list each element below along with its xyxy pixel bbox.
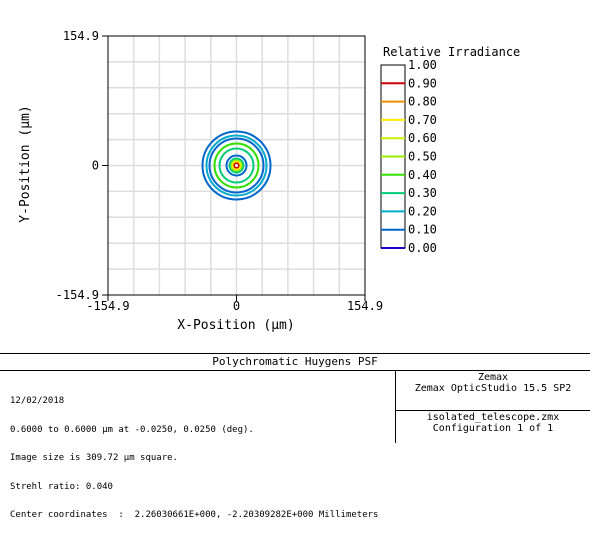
psf-contour: [208, 137, 265, 194]
plot-grid: [108, 36, 365, 295]
x-tick-label: 154.9: [347, 299, 383, 313]
y-tick-label: -154.9: [56, 288, 99, 302]
legend-label: 1.00: [408, 58, 437, 72]
psf-contour: [233, 162, 240, 169]
psf-contour: [205, 134, 268, 197]
info-panel: Polychromatic Huygens PSF 12/02/2018 0.6…: [0, 353, 590, 520]
legend-label: 0.80: [408, 95, 437, 109]
legend-label: 0.40: [408, 168, 437, 182]
x-tick-label: 0: [233, 299, 240, 313]
legend-label: 0.60: [408, 131, 437, 145]
info-title: Polychromatic Huygens PSF: [0, 354, 590, 371]
psf-contour: [201, 130, 272, 201]
legend-title: Relative Irradiance: [383, 45, 520, 59]
legend-label: 0.90: [408, 76, 437, 90]
legend-label: 0.00: [408, 241, 437, 255]
info-strehl: Strehl ratio: 0.040: [10, 481, 113, 492]
y-axis-label: Y-Position (µm): [18, 105, 33, 222]
info-company: Zemax: [477, 372, 509, 383]
info-file-block: isolated_telescope.zmx Configuration 1 o…: [396, 412, 590, 434]
info-image-size: Image size is 309.72 µm square.: [10, 453, 178, 463]
psf-peak: [235, 164, 238, 167]
legend: 1.00 0.90 0.80 0.70 0.60 0.50 0.40 0.30 0.20 0.10…: [380, 58, 437, 255]
x-tick-label: -154.9: [86, 299, 129, 313]
psf-contour: [230, 159, 243, 172]
info-product-block: Zemax Zemax OpticStudio 15.5 SP2: [396, 372, 590, 394]
legend-label: 0.70: [408, 113, 437, 127]
info-file: isolated_telescope.zmx: [426, 412, 560, 423]
info-product: Zemax OpticStudio 15.5 SP2: [414, 383, 572, 394]
info-horizontal-divider: [395, 410, 590, 411]
psf-contour: [228, 157, 245, 174]
info-config: Configuration 1 of 1: [432, 423, 554, 434]
x-axis-label: X-Position (µm): [177, 318, 294, 333]
y-tick-label: 154.9: [63, 29, 99, 43]
info-lines: 12/02/2018 0.6000 to 0.6000 µm at -0.025…: [10, 378, 378, 540]
psf-contours: [201, 130, 272, 201]
legend-label: 0.20: [408, 204, 437, 218]
psf-contour: [213, 142, 260, 189]
legend-label: 0.10: [408, 223, 437, 237]
axis-ticks: -154.9 0 154.9 154.9 0 -154.9: [56, 29, 383, 313]
psf-contour: [225, 154, 248, 177]
info-date: 12/02/2018: [10, 396, 65, 406]
info-wavelength: 0.6000 to 0.6000 µm at -0.0250, 0.0250 (…: [10, 424, 254, 435]
info-vertical-divider: [395, 371, 396, 443]
psf-contour: [218, 147, 255, 184]
legend-label: 0.30: [408, 186, 437, 200]
psf-chart: -154.9 0 154.9 154.9 0 -154.9 X-Position (µm)…: [18, 29, 520, 333]
y-tick-label: 0: [92, 159, 99, 173]
legend-label: 0.50: [408, 150, 437, 164]
info-center-coordinates: Center coordinates : 2.26030661E+000, -2…: [10, 510, 379, 520]
psf-contour: [231, 160, 242, 171]
